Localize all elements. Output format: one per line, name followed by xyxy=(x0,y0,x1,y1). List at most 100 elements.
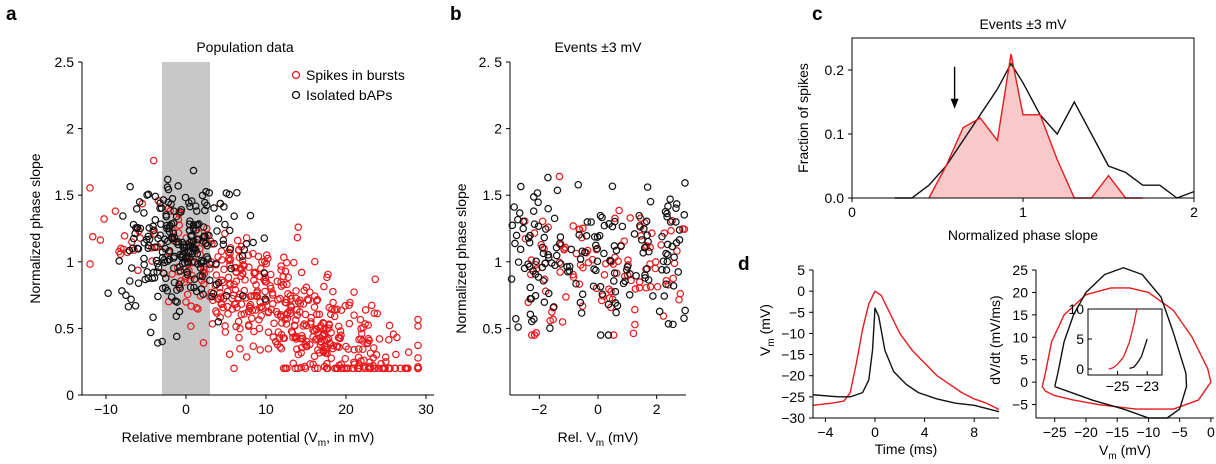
burst-spike-point xyxy=(605,285,613,293)
isolated-bap-point xyxy=(222,291,231,300)
isolated-bap-point xyxy=(204,255,212,263)
isolated-bap-point xyxy=(610,269,619,277)
burst-spike-point xyxy=(345,319,354,328)
isolated-bap-point xyxy=(126,182,134,191)
burst-spike-point xyxy=(100,215,108,223)
isolated-bap-point xyxy=(192,207,201,215)
isolated-bap-point xyxy=(512,231,521,240)
burst-spike-point xyxy=(414,315,422,324)
panel-d-phase-plot: −25 −20 −15 −10 −5 0 −5 0 5 10 15 20 25 Vm (mV) dV/dt … xyxy=(987,262,1215,462)
isolated-bap-point xyxy=(675,236,684,244)
burst-spike-point xyxy=(235,245,243,254)
burst-spike-point xyxy=(354,353,363,362)
isolated-bap-point xyxy=(596,282,605,291)
burst-spike-point xyxy=(282,258,291,267)
isolated-bap-point xyxy=(640,243,649,252)
burst-spike-point xyxy=(283,314,292,323)
burst-spike-point xyxy=(579,224,587,233)
isolated-bap-point xyxy=(529,267,537,275)
isolated-bap-point xyxy=(512,314,520,323)
burst-spike-point xyxy=(224,310,232,318)
isolated-bap-point xyxy=(533,189,542,197)
isolated-bap-point xyxy=(596,331,605,339)
burst-spike-point xyxy=(241,276,249,284)
isolated-bap-point xyxy=(663,240,672,249)
burst-spike-point xyxy=(250,292,259,300)
burst-spike-point xyxy=(323,359,331,368)
isolated-bap-point xyxy=(674,268,683,276)
isolated-bap-point xyxy=(230,212,238,220)
burst-spike-point xyxy=(635,278,644,286)
burst-spike-point xyxy=(325,303,334,312)
panel-b-scatter: −2 0 2 0.5 1 1.5 2 2. 5 Events ±3 mV Rel. Vm (mV)… xyxy=(453,39,689,449)
burst-spike-point xyxy=(301,364,310,373)
burst-spike-point xyxy=(271,337,280,346)
burst-spike-point xyxy=(270,319,278,328)
burst-spike-point xyxy=(575,280,584,288)
burst-spike-point xyxy=(324,335,333,343)
isolated-bap-point xyxy=(539,276,548,285)
isolated-bap-point xyxy=(146,328,155,337)
isolated-bap-point xyxy=(158,248,167,256)
panel-c-histogram: 0 1 2 0.0 0.1 0.2 Events ±3 mV Normalized phase… xyxy=(795,16,1198,243)
x-tick-label: 0 xyxy=(848,204,856,220)
x-tick-label: 0 xyxy=(182,401,190,417)
isolated-bap-point xyxy=(611,287,620,296)
isolated-bap-point xyxy=(239,291,247,300)
isolated-bap-point xyxy=(608,182,617,191)
x-label-tail: , in mV) xyxy=(326,429,374,445)
burst-spike-point xyxy=(562,293,570,301)
isolated-bap-point xyxy=(527,317,536,326)
y-tick-label: 10 xyxy=(1012,329,1028,345)
burst-spike-point xyxy=(359,345,367,354)
isolated-bap-point xyxy=(149,313,157,322)
burst-spike-point xyxy=(244,322,253,330)
x-tick-label: 0 xyxy=(871,424,879,440)
y-axis-label: dV/dt (mV/ms) xyxy=(987,295,1003,384)
isolated-bap-point xyxy=(540,298,549,307)
isolated-bap-point xyxy=(510,203,518,211)
burst-spike-point xyxy=(294,364,302,373)
isolated-bap-point xyxy=(610,242,619,250)
burst-spike-point xyxy=(86,260,94,268)
burst-spike-point xyxy=(297,268,306,277)
isolated-bap-point xyxy=(514,215,522,224)
x-label-sub: m xyxy=(318,438,326,449)
burst-spike-point xyxy=(134,266,142,275)
burst-spike-point xyxy=(290,321,299,330)
isolated-bap-point xyxy=(630,230,639,238)
isolated-bap-point xyxy=(526,283,535,292)
isolated-bap-point xyxy=(635,211,643,220)
burst-spike-point xyxy=(414,322,422,330)
isolated-bap-point xyxy=(587,218,595,226)
burst-spike-point xyxy=(315,310,324,319)
burst-spike-point xyxy=(375,335,384,343)
burst-spike-point xyxy=(291,316,300,324)
isolated-bap-point xyxy=(152,256,161,265)
isolated-bap-point xyxy=(515,209,524,217)
isolated-bap-point xyxy=(681,306,689,315)
burst-spike-point xyxy=(560,245,569,253)
inset-y-tick-label: 0 xyxy=(1076,361,1084,377)
isolated-bap-point xyxy=(663,209,671,218)
burst-spike-point xyxy=(346,298,354,307)
burst-spike-point xyxy=(414,354,422,362)
x-tick-label: −10 xyxy=(1137,424,1161,440)
isolated-bap-point xyxy=(675,226,684,234)
burst-spike-point xyxy=(257,303,266,311)
burst-spike-point xyxy=(367,301,376,310)
burst-spike-point xyxy=(329,287,337,296)
burst-spike-point xyxy=(324,270,332,279)
isolated-bap-point xyxy=(119,212,127,220)
isolated-bap-point xyxy=(195,220,203,228)
burst-spike-point xyxy=(225,256,234,265)
burst-spike-point xyxy=(332,364,341,373)
isolated-bap-point xyxy=(609,277,618,285)
isolated-bap-point xyxy=(158,284,167,293)
isolated-bap-point xyxy=(140,209,148,217)
isolated-bap-point xyxy=(131,229,139,238)
burst-spike-point xyxy=(357,357,365,365)
burst-spike-point xyxy=(187,302,195,310)
x-axis-label: Relative membrane potential (Vm, in mV) xyxy=(122,429,375,449)
isolated-bap-point xyxy=(659,257,668,266)
